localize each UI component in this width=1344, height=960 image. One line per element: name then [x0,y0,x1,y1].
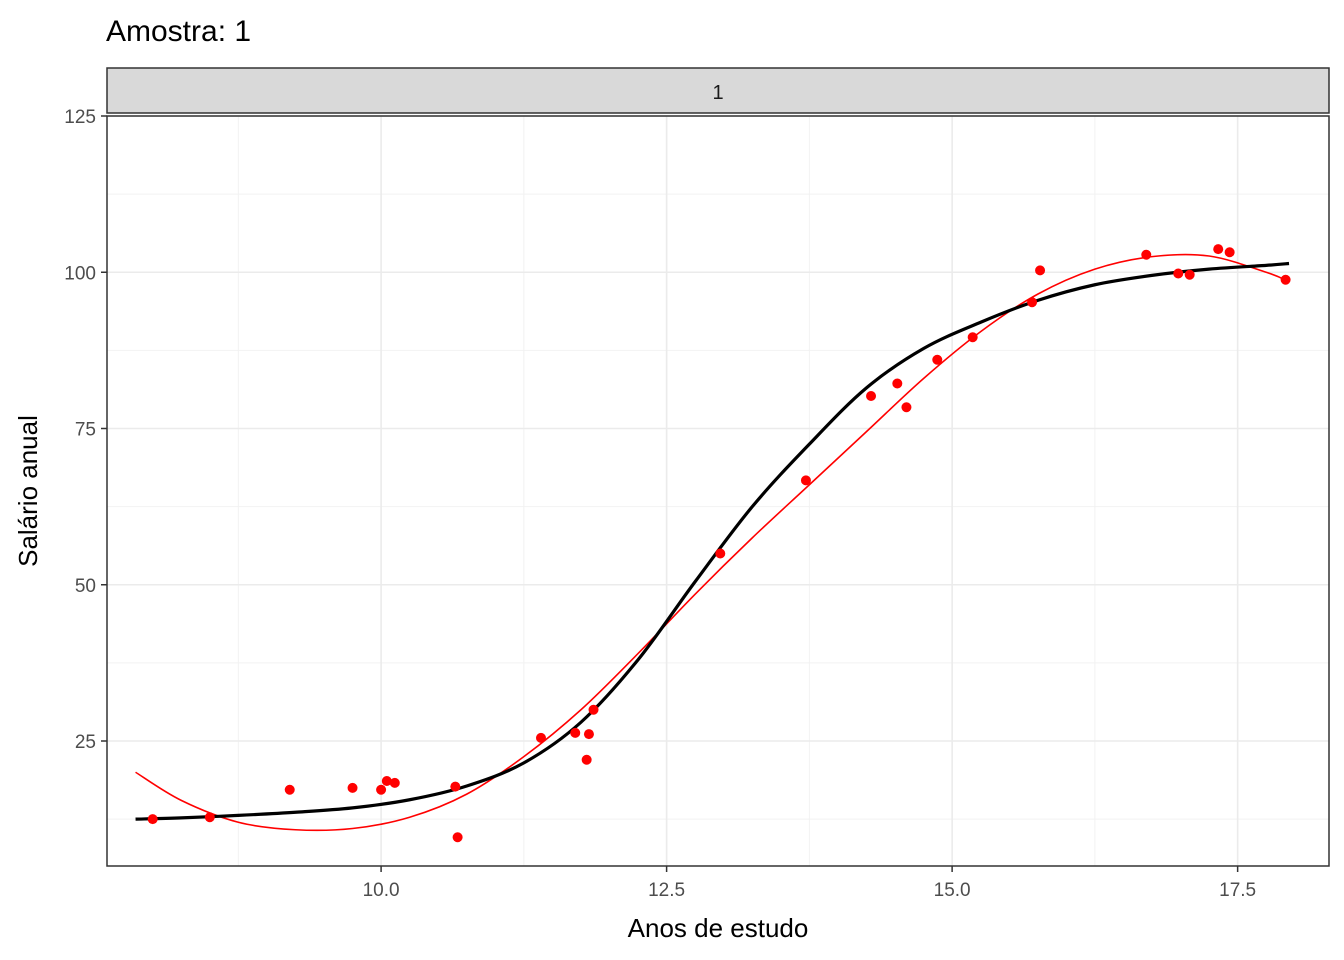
plot-panel [107,116,1329,866]
data-point [1035,265,1046,276]
y-tick-label: 50 [75,576,96,597]
data-point [1027,297,1038,308]
data-points [147,244,1291,843]
y-axis-title: Salário anual [13,415,43,567]
data-point [347,782,358,793]
x-tick-label: 17.5 [1219,880,1256,901]
y-axis: 25 50 75 100 125 [64,107,107,753]
x-tick-label: 15.0 [934,880,971,901]
data-point [535,732,546,743]
data-point [1184,269,1195,280]
data-point [376,784,387,795]
data-point [204,812,215,823]
data-point [450,781,461,792]
true-curve-line [135,261,1290,821]
data-point [1224,247,1235,258]
data-point [892,378,903,389]
data-point [284,784,295,795]
data-point [1280,274,1291,285]
data-point [588,704,599,715]
x-tick-label: 10.0 [363,880,400,901]
data-point [381,776,392,786]
curves [135,253,1290,832]
data-point [932,354,943,365]
x-tick-label: 12.5 [648,880,685,901]
y-tick-label: 125 [64,107,96,128]
data-point [1173,268,1184,279]
x-axis-title: Anos de estudo [628,913,809,943]
data-point [1213,244,1224,255]
data-point [1141,249,1152,260]
plot-panel-border [106,115,1330,867]
chart-title: Amostra: 1 [106,15,251,48]
data-point [901,402,912,413]
x-axis: 10.0 12.5 15.0 17.5 [363,866,1256,901]
data-point [967,332,978,343]
y-tick-label: 100 [64,263,96,284]
data-point [866,391,877,401]
data-point [581,754,592,765]
y-tick-label: 25 [75,732,96,753]
data-point [389,777,400,788]
facet-strip-label: 1 [712,82,723,104]
data-point [147,814,158,825]
data-point [570,727,581,738]
data-point [800,475,811,486]
y-tick-label: 75 [75,420,96,441]
data-point [715,548,726,559]
facet-strip [106,67,1330,114]
fit-curve-line [135,253,1290,832]
data-point [583,729,594,740]
data-point [452,832,463,843]
